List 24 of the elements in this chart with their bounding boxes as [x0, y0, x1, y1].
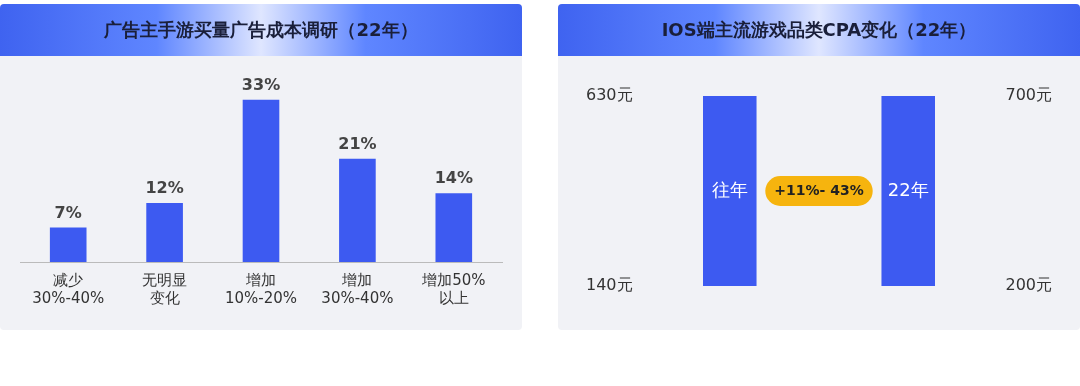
- bar: [435, 193, 473, 262]
- chart-title: IOS端主流游戏品类CPA变化（22年）: [661, 18, 977, 42]
- x-tick-label: 增加 30%-40%: [321, 270, 394, 307]
- data-label: 21%: [338, 133, 377, 153]
- chart-title: 广告主手游买量广告成本调研（22年）: [104, 18, 418, 42]
- x-tick-label: 增加50% 以上: [421, 270, 486, 307]
- data-label: 7%: [54, 202, 82, 222]
- y2-tick-label: 200元: [1005, 275, 1053, 295]
- x-tick-label: 减少 30%-40%: [32, 270, 105, 307]
- y2-tick-label: 700元: [1005, 85, 1053, 105]
- y-tick-label: 140元: [585, 275, 633, 295]
- x-tick-label: 增加 10%-20%: [224, 270, 298, 307]
- y-tick-label: 630元: [585, 85, 633, 105]
- bar: [339, 158, 376, 262]
- annotation: +11%- 43%: [774, 181, 864, 198]
- data-label: 12%: [145, 178, 184, 198]
- category-label: 22年: [887, 178, 929, 200]
- bar: [146, 203, 183, 262]
- category-label: 往年: [711, 178, 748, 200]
- bar: [49, 227, 87, 262]
- data-label: 14%: [434, 168, 473, 188]
- data-label: 33%: [241, 74, 281, 94]
- bar: [242, 99, 280, 262]
- x-tick-label: 无明显变化: [142, 270, 188, 307]
